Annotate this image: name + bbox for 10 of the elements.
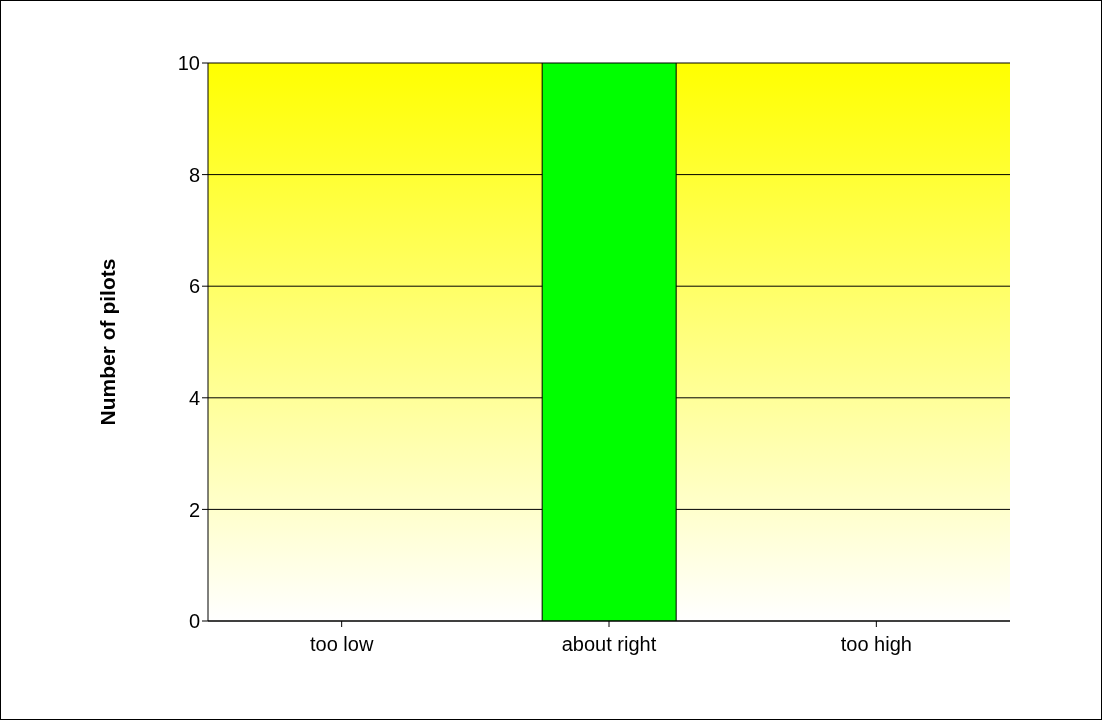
y-tick-label: 4 (188, 386, 200, 409)
y-tick-label: 10 (177, 52, 200, 75)
x-tick-label: too high (840, 633, 912, 656)
x-tick-label: about right (561, 633, 657, 656)
x-tick-label: too low (309, 633, 374, 656)
y-tick-label: 0 (188, 610, 200, 633)
y-tick-label: 8 (188, 163, 200, 186)
y-tick-label: 2 (188, 498, 200, 521)
y-axis-title: Number of pilots (96, 258, 120, 426)
y-tick-label: 6 (188, 275, 200, 298)
